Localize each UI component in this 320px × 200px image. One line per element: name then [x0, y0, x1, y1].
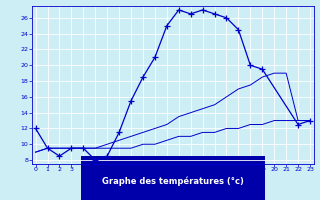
- X-axis label: Graphe des températures (°c): Graphe des températures (°c): [102, 177, 244, 186]
